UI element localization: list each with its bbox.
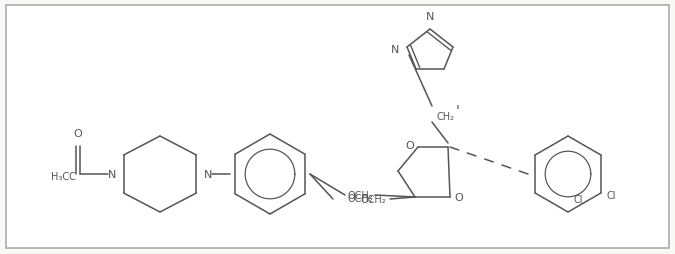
Text: N: N <box>426 12 434 22</box>
Text: O: O <box>454 192 463 202</box>
Text: N: N <box>391 45 399 55</box>
Text: N: N <box>107 169 116 179</box>
Text: CH₂: CH₂ <box>436 112 454 121</box>
Text: OCH₂: OCH₂ <box>360 194 386 204</box>
Text: Cl: Cl <box>607 190 616 200</box>
Text: ': ' <box>456 104 460 118</box>
Text: OCH₂: OCH₂ <box>347 193 373 203</box>
Text: O: O <box>74 129 82 138</box>
Text: OCH₂: OCH₂ <box>347 190 373 200</box>
Text: H₃CC: H₃CC <box>51 171 76 181</box>
Text: N: N <box>204 169 213 179</box>
Text: Cl: Cl <box>573 194 583 204</box>
Text: O: O <box>405 140 414 150</box>
